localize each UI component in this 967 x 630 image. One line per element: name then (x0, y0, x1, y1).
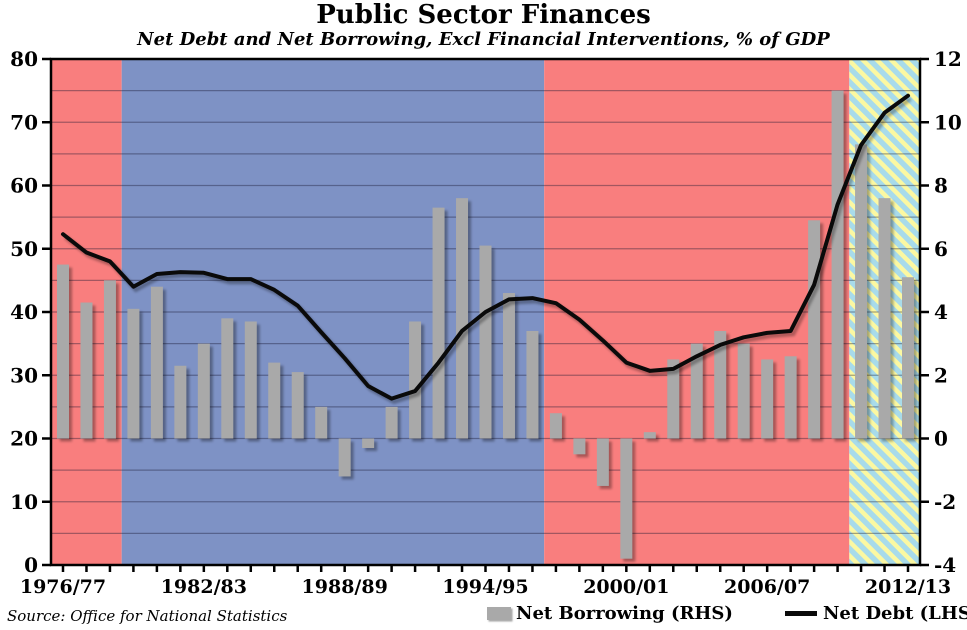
bar-1985/86 (268, 362, 281, 439)
right-axis-label-0: 0 (934, 427, 948, 451)
x-axis-label-2012-13: 2012/13 (865, 576, 951, 598)
legend-net-borrowing-label: Net Borrowing (RHS) (516, 603, 733, 624)
bar-2006/07 (761, 359, 774, 439)
x-axis-label-1976-77: 1976/77 (20, 576, 106, 598)
left-axis-label-0: 0 (24, 553, 38, 577)
right-axis-label-6: 6 (934, 237, 948, 261)
source-note: Source: Office for National Statistics (7, 607, 288, 625)
left-axis-label-50: 50 (10, 237, 38, 261)
bar-1990/91 (385, 406, 398, 439)
bar-1987/88 (315, 406, 328, 439)
bar-1978/79 (103, 280, 116, 439)
bar-1988/89 (338, 438, 351, 477)
left-axis-label-30: 30 (10, 363, 38, 387)
legend-net-debt-swatch (784, 611, 817, 616)
bar-1997/98 (549, 413, 562, 439)
left-axis-label-70: 70 (10, 110, 38, 134)
left-axis-label-80: 80 (10, 47, 38, 71)
bar-2000/01 (620, 438, 633, 559)
x-axis-label-1988-89: 1988/89 (302, 576, 388, 598)
legend-net-debt-label: Net Debt (LHS) (822, 603, 967, 624)
bar-2002/03 (667, 359, 680, 439)
right-axis-label-4: 4 (934, 300, 948, 324)
left-axis-label-60: 60 (10, 174, 38, 198)
bar-1993/94 (456, 198, 469, 439)
right-axis-label-12: 12 (934, 47, 962, 71)
bar-1976/77 (57, 264, 69, 439)
bar-1998/99 (573, 438, 586, 455)
chart-header: Public Sector Finances Net Debt and Net … (0, 1, 967, 50)
bar-1986/87 (291, 372, 304, 439)
bar-1999/00 (596, 438, 609, 486)
bar-1992/93 (432, 207, 445, 439)
bar-1981/82 (174, 365, 187, 439)
left-axis-label-40: 40 (10, 300, 38, 324)
bar-2004/05 (714, 330, 727, 439)
chart-subtitle: Net Debt and Net Borrowing, Excl Financi… (137, 29, 830, 50)
bar-1980/81 (150, 286, 163, 439)
background-region-blue (121, 59, 545, 565)
bar-2009/10 (831, 90, 844, 439)
bar-1996/97 (526, 330, 539, 439)
bar-2007/08 (784, 356, 797, 439)
x-axis-label-2006-07: 2006/07 (724, 576, 810, 598)
right-axis-label--2: -2 (934, 490, 956, 514)
bar-1984/85 (244, 321, 257, 439)
legend-net-borrowing-swatch (487, 607, 511, 620)
net-debt-line (61, 93, 910, 401)
bar-1994/95 (479, 245, 492, 439)
bar-1995/96 (502, 293, 515, 439)
bar-1982/83 (197, 343, 210, 439)
bar-2010/11 (855, 144, 868, 439)
right-axis-label--4: -4 (934, 553, 956, 577)
right-axis-label-10: 10 (934, 110, 962, 134)
bar-1983/84 (221, 318, 234, 439)
bar-1991/92 (409, 321, 422, 439)
legend: Net Borrowing (RHS) Net Debt (LHS) (487, 603, 967, 624)
x-axis-label-1982-83: 1982/83 (161, 576, 247, 598)
right-axis-label-8: 8 (934, 174, 948, 198)
bar-2011/12 (878, 198, 891, 439)
left-axis-label-20: 20 (10, 427, 38, 451)
bar-2005/06 (737, 343, 750, 439)
bar-2003/04 (690, 343, 703, 439)
bar-2001/02 (643, 432, 656, 439)
bar-1979/80 (127, 308, 140, 439)
x-axis-label-1994-95: 1994/95 (442, 576, 528, 598)
net-debt-line-shadow (64, 96, 912, 405)
bar-1977/78 (80, 302, 93, 439)
left-axis-label-10: 10 (10, 490, 38, 514)
chart-title: Public Sector Finances (316, 0, 651, 30)
bar-1989/90 (362, 438, 375, 448)
right-axis-label-2: 2 (934, 363, 948, 387)
bar-2012/13 (902, 277, 914, 439)
x-axis-label-2000-01: 2000/01 (583, 576, 669, 598)
bar-2008/09 (808, 220, 821, 439)
